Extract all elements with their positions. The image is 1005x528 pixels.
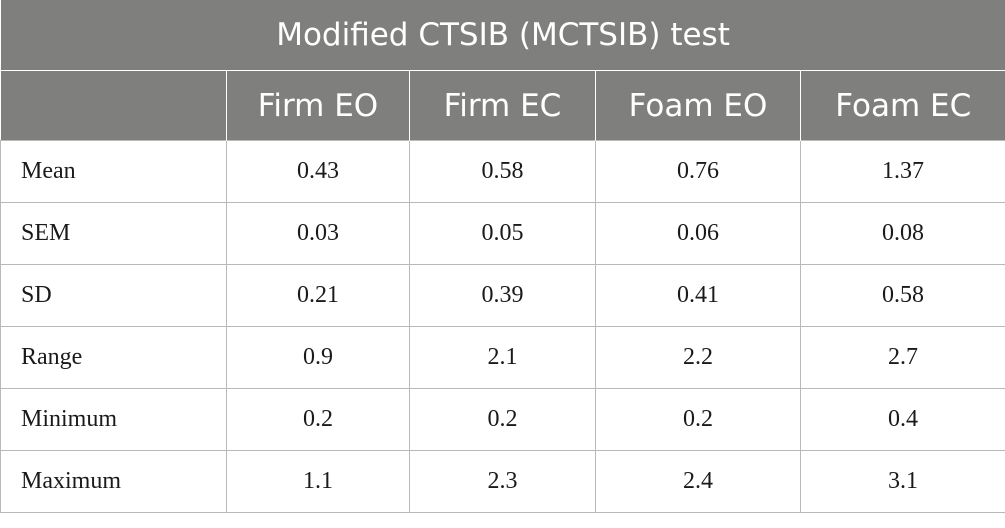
table-cell: 3.1 <box>799 450 1005 513</box>
mctsib-table: Modified CTSIB (MCTSIB) test Firm EO Fir… <box>0 0 1005 513</box>
table-row-sem: SEM 0.03 0.05 0.06 0.08 <box>0 202 1005 265</box>
table-cell: 1.1 <box>226 450 410 513</box>
table-cell: 0.43 <box>226 140 410 203</box>
table-cell: 0.2 <box>595 388 801 451</box>
table-cell: 0.9 <box>226 326 410 389</box>
table-cell: 0.05 <box>409 202 596 265</box>
table-cell: 2.7 <box>799 326 1005 389</box>
row-label: SEM <box>0 202 227 265</box>
table-cell: 0.41 <box>595 264 801 327</box>
table-cell: 2.2 <box>595 326 801 389</box>
table-title: Modified CTSIB (MCTSIB) test <box>0 0 1005 71</box>
column-header-firm-ec: Firm EC <box>409 70 596 141</box>
table-row-range: Range 0.9 2.1 2.2 2.7 <box>0 326 1005 389</box>
table-cell: 2.1 <box>409 326 596 389</box>
row-label: SD <box>0 264 227 327</box>
row-label: Range <box>0 326 227 389</box>
row-label: Minimum <box>0 388 227 451</box>
table-cell: 0.76 <box>595 140 801 203</box>
table-title-row: Modified CTSIB (MCTSIB) test <box>0 0 1005 71</box>
table-row-minimum: Minimum 0.2 0.2 0.2 0.4 <box>0 388 1005 451</box>
column-header-firm-eo: Firm EO <box>226 70 410 141</box>
table-row-maximum: Maximum 1.1 2.3 2.4 3.1 <box>0 450 1005 513</box>
table-cell: 0.39 <box>409 264 596 327</box>
table-cell: 0.58 <box>409 140 596 203</box>
table-cell: 0.4 <box>799 388 1005 451</box>
table-cell: 0.2 <box>226 388 410 451</box>
column-header-foam-eo: Foam EO <box>595 70 801 141</box>
table-cell: 1.37 <box>799 140 1005 203</box>
table-cell: 0.21 <box>226 264 410 327</box>
column-header-foam-ec: Foam EC <box>799 70 1005 141</box>
row-label: Maximum <box>0 450 227 513</box>
table-cell: 0.03 <box>226 202 410 265</box>
table-cell: 0.2 <box>409 388 596 451</box>
table-cell: 0.08 <box>799 202 1005 265</box>
table-header-row: Firm EO Firm EC Foam EO Foam EC <box>0 70 1005 141</box>
row-label: Mean <box>0 140 227 203</box>
table-cell: 2.4 <box>595 450 801 513</box>
table-cell: 0.58 <box>799 264 1005 327</box>
column-header-blank <box>0 70 227 141</box>
table-cell: 2.3 <box>409 450 596 513</box>
table-row-sd: SD 0.21 0.39 0.41 0.58 <box>0 264 1005 327</box>
table-cell: 0.06 <box>595 202 801 265</box>
table-row-mean: Mean 0.43 0.58 0.76 1.37 <box>0 140 1005 203</box>
